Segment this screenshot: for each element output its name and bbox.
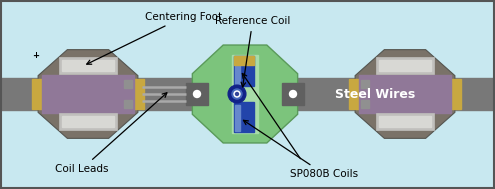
Circle shape <box>236 92 239 95</box>
Bar <box>448 79 461 109</box>
Polygon shape <box>355 50 455 138</box>
Bar <box>359 75 451 113</box>
Text: +: + <box>33 51 40 60</box>
Bar <box>42 75 134 113</box>
Bar <box>234 56 254 65</box>
Bar <box>361 80 369 88</box>
Bar <box>376 113 434 130</box>
Bar <box>235 105 240 131</box>
Bar <box>59 57 117 74</box>
Bar <box>234 56 254 86</box>
Polygon shape <box>38 50 138 138</box>
Text: SP080B Coils: SP080B Coils <box>244 120 358 179</box>
Circle shape <box>228 85 246 103</box>
Bar <box>62 116 114 127</box>
Bar <box>232 55 258 133</box>
Bar <box>0 78 495 110</box>
Bar <box>361 100 369 108</box>
Bar <box>131 79 144 109</box>
Circle shape <box>232 89 242 99</box>
Bar <box>124 100 132 108</box>
Text: Steel Wires: Steel Wires <box>335 88 415 101</box>
Bar <box>124 80 132 88</box>
Circle shape <box>290 91 297 98</box>
Bar <box>32 79 45 109</box>
Bar <box>234 102 254 132</box>
Bar <box>376 57 434 74</box>
Polygon shape <box>193 45 297 143</box>
Bar <box>62 60 114 71</box>
Circle shape <box>234 91 240 97</box>
Bar <box>235 59 240 85</box>
Text: Coil Leads: Coil Leads <box>55 93 167 174</box>
Bar <box>282 83 304 105</box>
Bar <box>186 83 208 105</box>
Text: Reference Coil: Reference Coil <box>215 16 291 87</box>
Text: Centering Foot: Centering Foot <box>87 12 222 64</box>
Bar <box>379 60 431 71</box>
Circle shape <box>194 91 200 98</box>
Bar <box>349 79 362 109</box>
Bar <box>379 116 431 127</box>
Bar <box>59 113 117 130</box>
